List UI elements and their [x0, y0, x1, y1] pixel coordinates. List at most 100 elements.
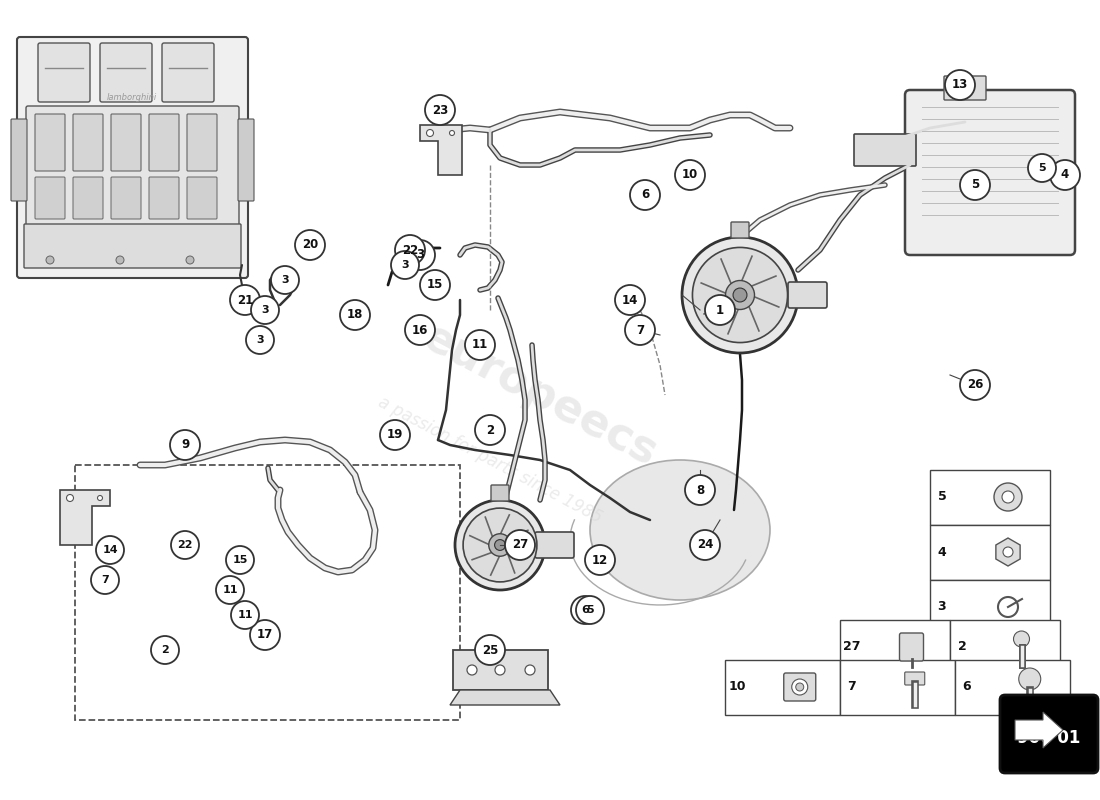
Circle shape: [230, 285, 260, 315]
FancyBboxPatch shape: [955, 660, 1070, 715]
Text: 14: 14: [621, 294, 638, 306]
Circle shape: [960, 370, 990, 400]
Text: 4: 4: [1060, 169, 1069, 182]
Circle shape: [170, 531, 199, 559]
FancyBboxPatch shape: [73, 177, 103, 219]
Text: 13: 13: [952, 78, 968, 91]
Circle shape: [792, 679, 807, 695]
Polygon shape: [60, 490, 110, 545]
Circle shape: [216, 576, 244, 604]
Circle shape: [726, 281, 755, 310]
Circle shape: [994, 483, 1022, 511]
Circle shape: [250, 620, 280, 650]
Text: 22: 22: [402, 243, 418, 257]
FancyBboxPatch shape: [788, 282, 827, 308]
FancyBboxPatch shape: [39, 43, 90, 102]
Text: a passion for parts since 1985: a passion for parts since 1985: [375, 393, 605, 527]
FancyBboxPatch shape: [111, 177, 141, 219]
Circle shape: [450, 130, 454, 135]
Circle shape: [585, 545, 615, 575]
Text: 12: 12: [592, 554, 608, 566]
Circle shape: [468, 665, 477, 675]
FancyBboxPatch shape: [73, 114, 103, 171]
Circle shape: [151, 636, 179, 664]
FancyBboxPatch shape: [854, 134, 916, 166]
Circle shape: [405, 240, 435, 270]
FancyBboxPatch shape: [453, 650, 548, 690]
FancyBboxPatch shape: [840, 660, 955, 715]
Text: lamborghini: lamborghini: [107, 94, 157, 102]
Text: europeecs: europeecs: [416, 315, 664, 475]
Text: 11: 11: [222, 585, 238, 595]
Text: 10: 10: [682, 169, 698, 182]
Circle shape: [1002, 491, 1014, 503]
Text: 1: 1: [716, 303, 724, 317]
Text: 18: 18: [346, 309, 363, 322]
Circle shape: [1003, 547, 1013, 557]
Text: 2: 2: [958, 641, 967, 654]
Circle shape: [795, 683, 804, 691]
Circle shape: [455, 500, 544, 590]
Text: 6: 6: [641, 189, 649, 202]
Text: 2: 2: [161, 645, 169, 655]
Text: 6: 6: [962, 681, 971, 694]
Circle shape: [625, 315, 654, 345]
FancyBboxPatch shape: [26, 106, 239, 235]
Circle shape: [1028, 154, 1056, 182]
Text: 3: 3: [261, 305, 268, 315]
Circle shape: [505, 530, 535, 560]
Circle shape: [186, 256, 194, 264]
Circle shape: [475, 635, 505, 665]
FancyBboxPatch shape: [930, 470, 1050, 525]
Polygon shape: [450, 690, 560, 705]
FancyBboxPatch shape: [950, 620, 1060, 675]
Circle shape: [1050, 160, 1080, 190]
Circle shape: [379, 420, 410, 450]
Text: 21: 21: [236, 294, 253, 306]
FancyBboxPatch shape: [24, 224, 241, 268]
Text: 27: 27: [512, 538, 528, 551]
FancyBboxPatch shape: [905, 90, 1075, 255]
Polygon shape: [1015, 712, 1063, 748]
Circle shape: [395, 235, 425, 265]
FancyBboxPatch shape: [111, 114, 141, 171]
Text: 22: 22: [177, 540, 192, 550]
Text: 3: 3: [402, 260, 409, 270]
Polygon shape: [420, 125, 462, 175]
Circle shape: [66, 494, 74, 502]
Text: 3: 3: [282, 275, 289, 285]
Text: 4: 4: [937, 546, 946, 558]
Text: 8: 8: [696, 483, 704, 497]
Circle shape: [340, 300, 370, 330]
Circle shape: [465, 330, 495, 360]
FancyBboxPatch shape: [100, 43, 152, 102]
Circle shape: [251, 296, 279, 324]
Text: 26: 26: [967, 378, 983, 391]
Text: 9: 9: [180, 438, 189, 451]
Circle shape: [91, 566, 119, 594]
FancyBboxPatch shape: [535, 532, 574, 558]
Circle shape: [576, 596, 604, 624]
Text: 906 01: 906 01: [1018, 729, 1080, 747]
Text: 6: 6: [581, 605, 589, 615]
FancyBboxPatch shape: [732, 222, 749, 238]
FancyBboxPatch shape: [187, 177, 217, 219]
FancyBboxPatch shape: [725, 660, 840, 715]
Circle shape: [46, 256, 54, 264]
Circle shape: [170, 430, 200, 460]
Text: 17: 17: [257, 629, 273, 642]
Circle shape: [96, 536, 124, 564]
Text: 11: 11: [472, 338, 488, 351]
Circle shape: [690, 530, 721, 560]
Text: 25: 25: [482, 643, 498, 657]
Text: 11: 11: [238, 610, 253, 620]
Polygon shape: [996, 538, 1020, 566]
Text: 5: 5: [1038, 163, 1046, 173]
FancyBboxPatch shape: [35, 177, 65, 219]
Text: 7: 7: [636, 323, 645, 337]
Text: 20: 20: [301, 238, 318, 251]
Circle shape: [463, 508, 537, 582]
FancyBboxPatch shape: [238, 119, 254, 201]
Circle shape: [733, 288, 747, 302]
FancyBboxPatch shape: [904, 672, 925, 685]
